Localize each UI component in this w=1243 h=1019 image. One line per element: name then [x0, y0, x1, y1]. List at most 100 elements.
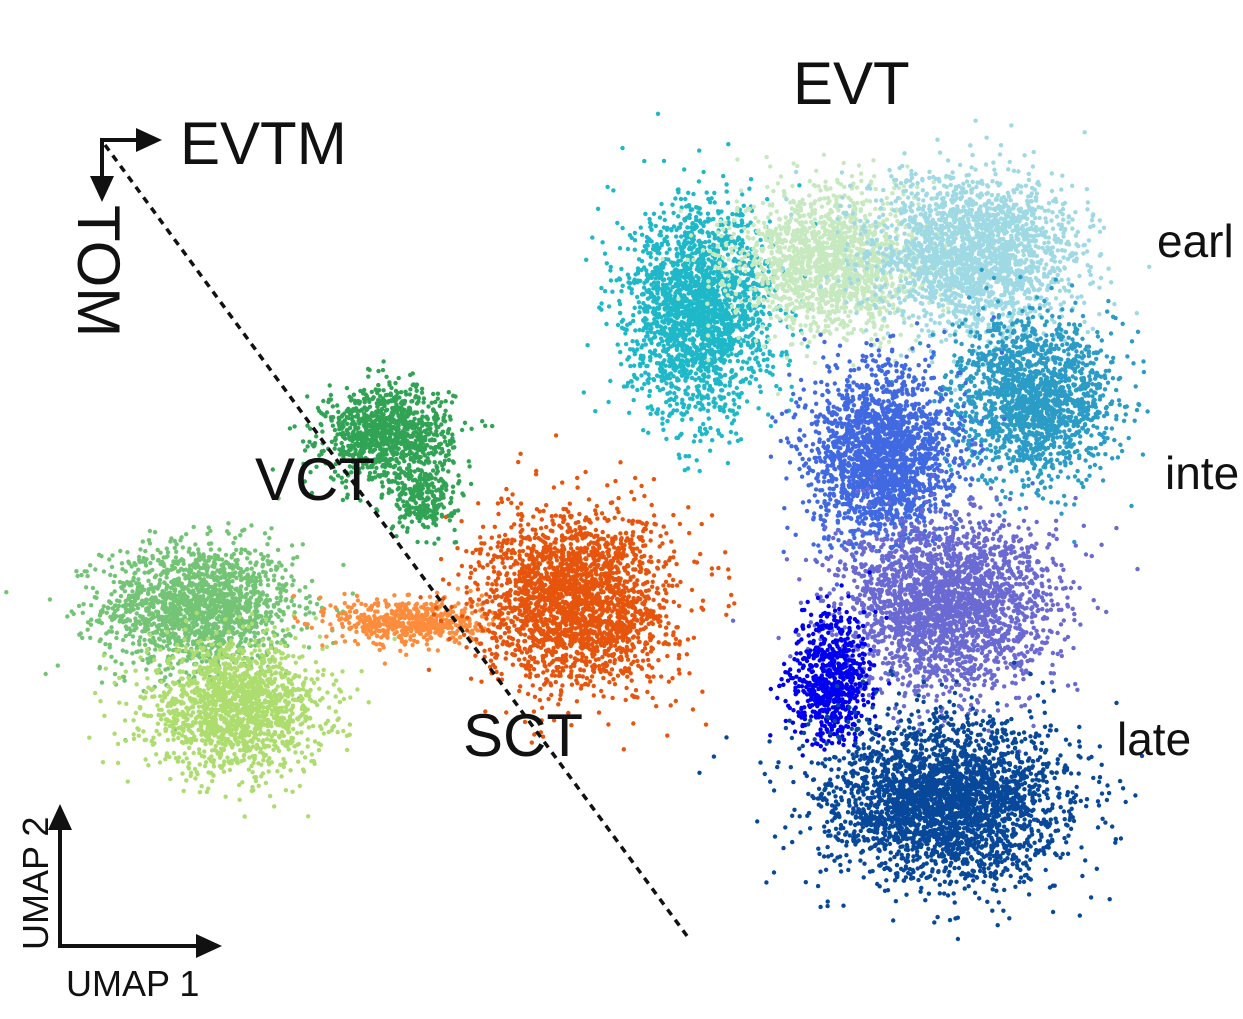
scatter-point [137, 584, 142, 589]
scatter-point [217, 547, 222, 552]
scatter-point [94, 590, 100, 595]
scatter-point [281, 733, 286, 738]
scatter-point [176, 626, 182, 631]
scatter-point [411, 421, 416, 427]
scatter-point [146, 591, 151, 597]
scatter-point [210, 633, 215, 638]
scatter-point [278, 671, 283, 676]
scatter-point [405, 445, 410, 451]
scatter-point [299, 750, 305, 755]
scatter-point [174, 542, 179, 547]
scatter-point [452, 509, 457, 514]
scatter-point [290, 562, 295, 567]
scatter-point [243, 547, 248, 553]
scatter-point [132, 561, 137, 566]
scatter-point [391, 395, 397, 401]
scatter-point [429, 400, 434, 405]
scatter-point [184, 740, 189, 745]
scatter-point [158, 592, 163, 598]
scatter-point [144, 557, 149, 562]
scatter-point [433, 476, 438, 481]
scatter-point [188, 613, 193, 618]
scatter-point [196, 640, 201, 645]
scatter-point [389, 489, 395, 494]
scatter-point [193, 662, 198, 667]
scatter-point [167, 719, 172, 724]
scatter-point [321, 398, 326, 404]
scatter-point [380, 367, 386, 373]
scatter-point [275, 601, 281, 606]
scatter-point [258, 592, 264, 597]
scatter-point [198, 710, 204, 715]
scatter-point [291, 556, 296, 561]
scatter-point [300, 654, 305, 659]
scatter-point [174, 560, 179, 566]
scatter-point [262, 601, 267, 606]
scatter-point [266, 677, 271, 683]
scatter-point [268, 692, 273, 698]
scatter-point [361, 419, 366, 424]
scatter-point [441, 415, 446, 420]
scatter-point [190, 655, 195, 660]
scatter-point [238, 550, 244, 556]
scatter-point [113, 659, 118, 664]
scatter-point [269, 526, 274, 531]
scatter-point [260, 678, 265, 683]
scatter-point [289, 690, 294, 696]
scatter-point [394, 450, 400, 456]
scatter-point [213, 675, 219, 680]
scatter-point [90, 585, 96, 591]
scatter-point [180, 771, 185, 776]
scatter-point [378, 447, 383, 452]
scatter-point [101, 653, 107, 658]
scatter-point [238, 533, 243, 538]
scatter-point [153, 595, 158, 600]
scatter-point [108, 600, 114, 606]
scatter-point [397, 406, 402, 411]
scatter-point [321, 731, 326, 736]
scatter-point [164, 586, 169, 591]
scatter-point [211, 576, 217, 581]
scatter-point [184, 756, 189, 761]
scatter-point [161, 639, 167, 644]
scatter-point [327, 383, 332, 388]
scatter-point [235, 609, 240, 614]
scatter-point [318, 698, 323, 703]
scatter-point [326, 397, 332, 402]
scatter-point [132, 599, 137, 604]
scatter-point [261, 643, 266, 648]
scatter-point [253, 700, 259, 705]
scatter-point [221, 731, 226, 737]
scatter-point [156, 557, 161, 563]
scatter-point [261, 672, 267, 677]
scatter-point [344, 408, 349, 413]
scatter-point [384, 447, 389, 452]
scatter-point [182, 751, 187, 756]
scatter-point [315, 405, 321, 411]
scatter-point [197, 594, 203, 599]
scatter-point [133, 668, 138, 673]
scatter-point [189, 689, 195, 694]
scatter-point [231, 540, 236, 546]
scatter-point [137, 590, 142, 595]
scatter-point [184, 778, 189, 783]
scatter-point [393, 437, 399, 442]
scatter-point [294, 730, 300, 736]
scatter-point [212, 607, 217, 613]
scatter-point [347, 732, 352, 737]
scatter-point [220, 737, 225, 742]
scatter-point [123, 569, 128, 574]
scatter-point [439, 611, 444, 616]
scatter-point [264, 709, 270, 714]
scatter-point [171, 750, 177, 756]
scatter-point [227, 723, 232, 729]
scatter-point [252, 753, 258, 759]
scatter-point [210, 772, 216, 778]
scatter-point [265, 758, 271, 764]
scatter-point [158, 647, 163, 652]
scatter-point [233, 726, 238, 731]
scatter-point [143, 737, 149, 742]
scatter-point [87, 735, 92, 740]
scatter-point [376, 368, 381, 374]
scatter-point [143, 757, 148, 762]
